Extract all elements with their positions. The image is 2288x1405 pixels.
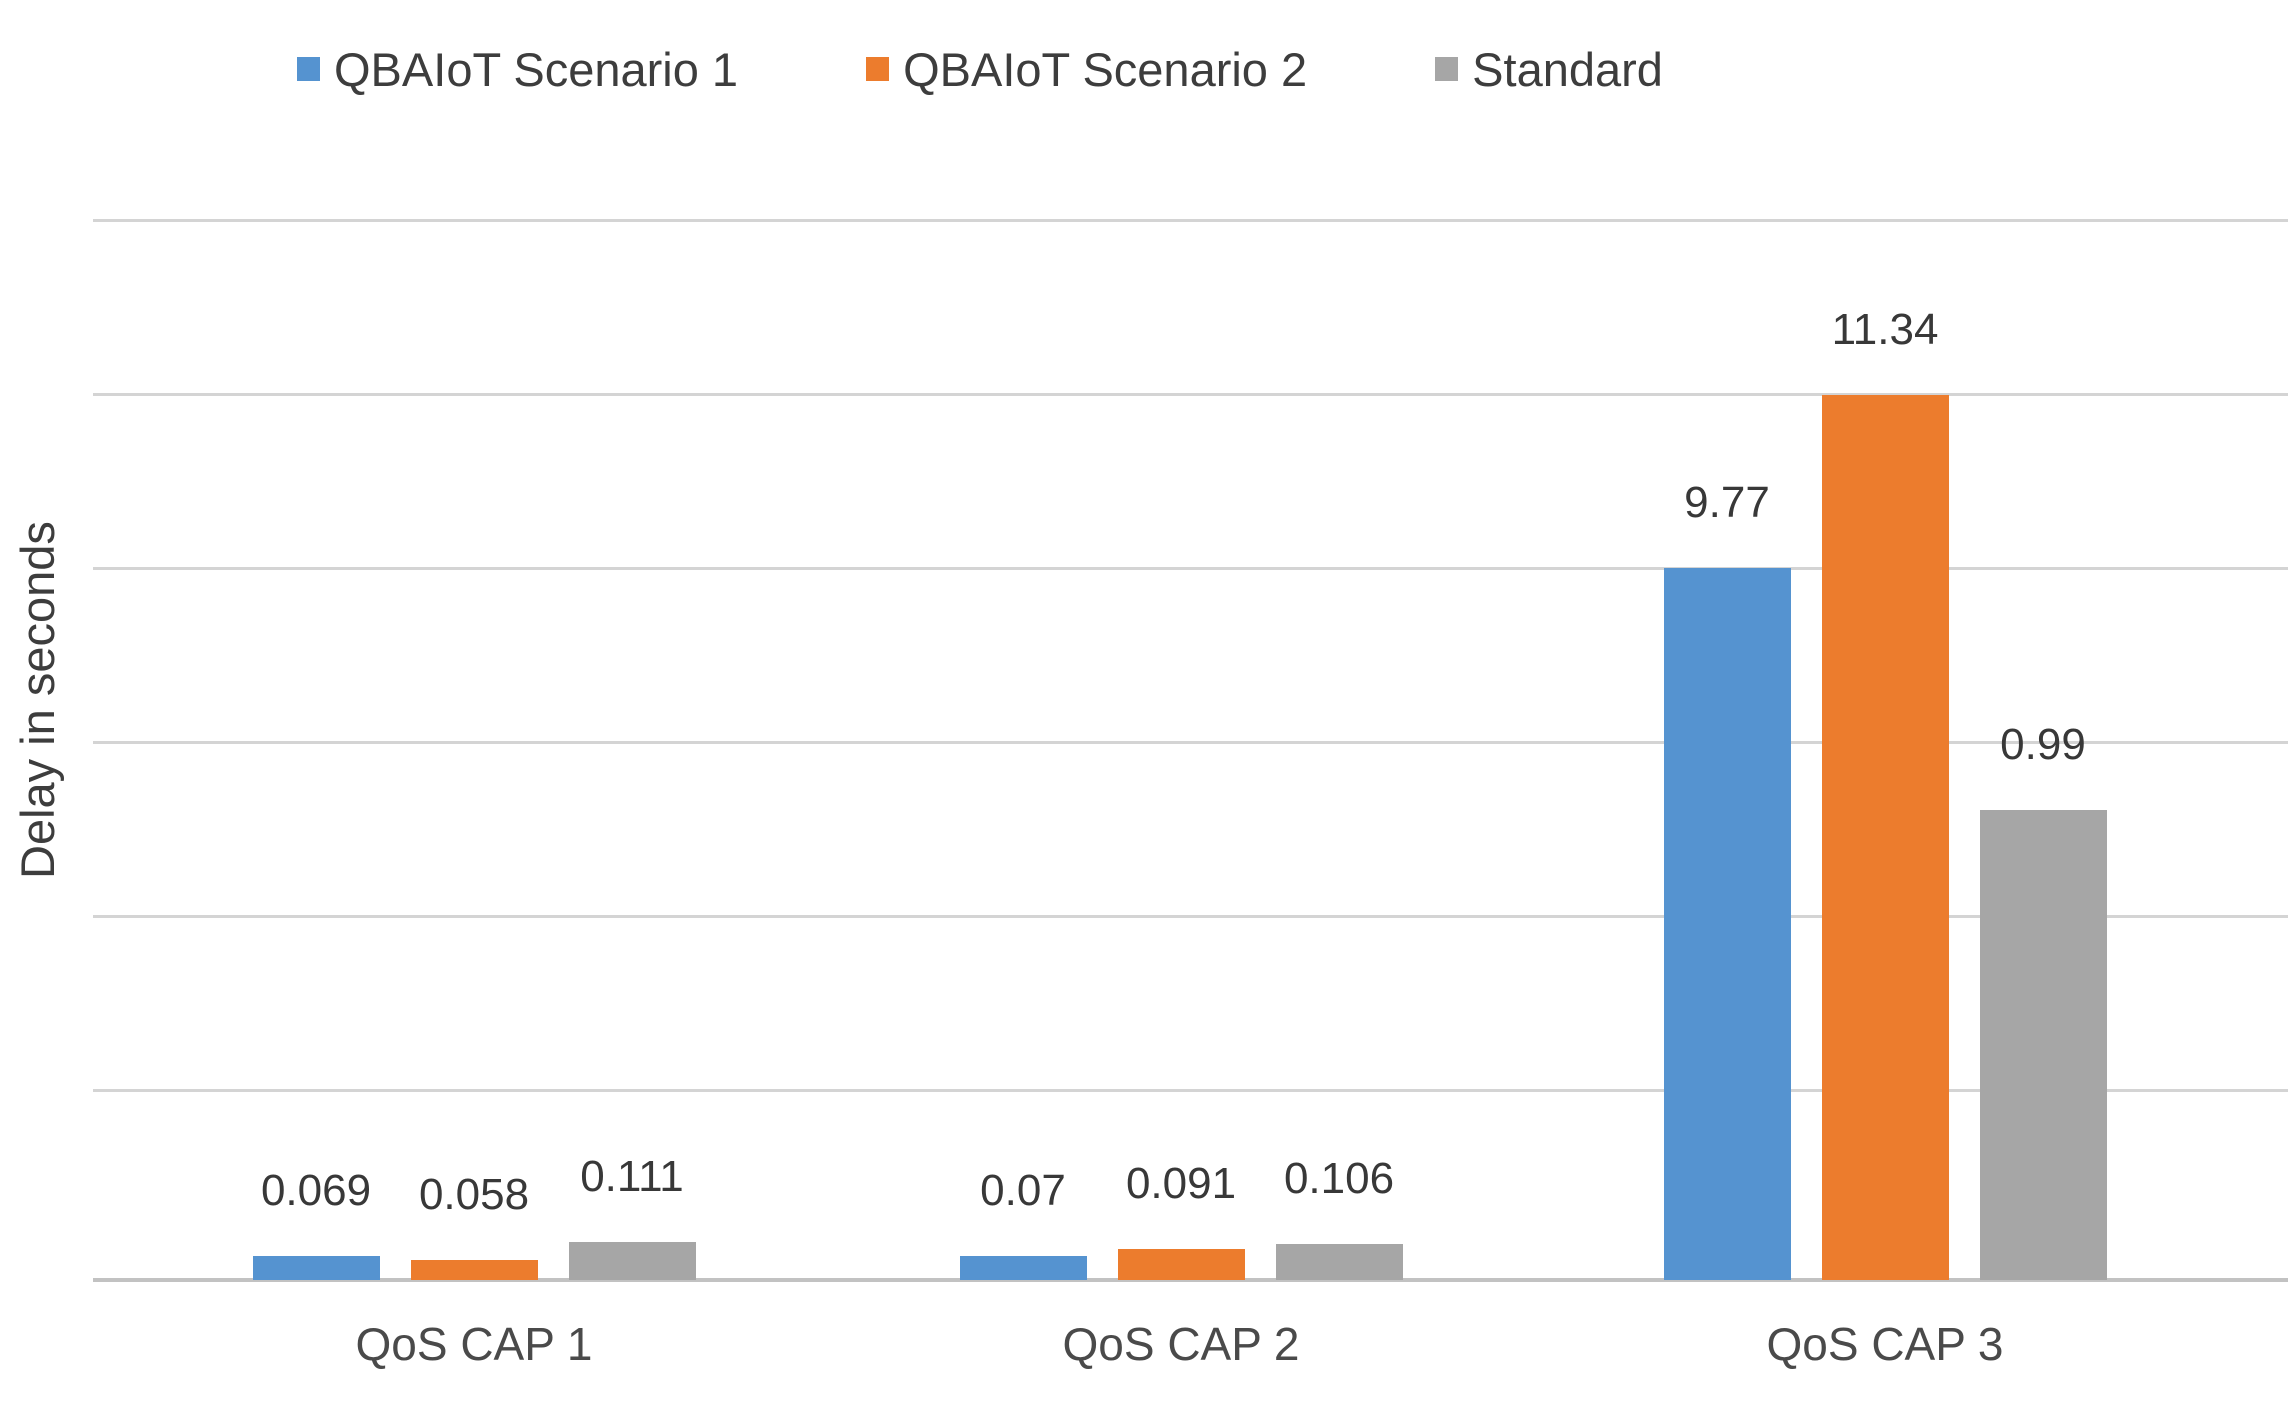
bar-qos-cap-1-series-1: [253, 1256, 380, 1280]
legend-label: QBAIoT Scenario 2: [903, 42, 1308, 96]
horizontal-gridline: [93, 915, 2288, 918]
legend-color-swatch-icon: [1435, 57, 1459, 81]
horizontal-gridline: [93, 741, 2288, 744]
horizontal-gridline: [93, 393, 2288, 396]
bar-qos-cap-2-series-1: [960, 1256, 1087, 1280]
bar-qos-cap-2-series-3: [1276, 1244, 1403, 1280]
horizontal-gridline: [93, 567, 2288, 570]
bar-value-label: 0.07: [980, 1166, 1066, 1215]
legend-color-swatch-icon: [866, 57, 890, 81]
legend-item: QBAIoT Scenario 1: [297, 42, 738, 97]
bar-value-label: 0.111: [580, 1152, 684, 1201]
bar-qos-cap-1-series-2: [411, 1260, 538, 1280]
bar-value-label: 9.77: [1684, 478, 1770, 527]
bar-value-label: 0.106: [1283, 1154, 1395, 1203]
legend-label: QBAIoT Scenario 1: [334, 42, 739, 96]
bar-qos-cap-1-series-3: [569, 1242, 696, 1280]
bar-qos-cap-3-series-1: [1664, 568, 1791, 1280]
chart-legend: QBAIoT Scenario 1 QBAIoT Scenario 2 Standa…: [297, 34, 1663, 104]
x-axis-category-label: QoS CAP 3: [1766, 1318, 2004, 1370]
legend-item: Standard: [1435, 42, 1663, 97]
horizontal-gridline: [93, 1089, 2288, 1092]
x-axis-category-label: QoS CAP 2: [1062, 1318, 1300, 1370]
legend-color-swatch-icon: [297, 57, 320, 81]
bar-value-label: 0.99: [2000, 720, 2086, 769]
bar-qos-cap-3-series-3: [1980, 810, 2107, 1280]
bar-value-label: 0.069: [260, 1166, 372, 1215]
legend-item: QBAIoT Scenario 2: [866, 42, 1307, 97]
horizontal-gridline: [93, 219, 2288, 222]
bar-value-label: 11.34: [1831, 305, 1939, 354]
legend-label: Standard: [1472, 42, 1663, 96]
bar-qos-cap-3-series-2: [1822, 395, 1949, 1280]
bar-value-label: 0.058: [418, 1170, 530, 1219]
x-axis-line: [93, 1278, 2288, 1282]
x-axis-category-label: QoS CAP 1: [355, 1318, 593, 1370]
bar-value-label: 0.091: [1125, 1159, 1237, 1208]
bar-qos-cap-2-series-2: [1118, 1249, 1245, 1280]
